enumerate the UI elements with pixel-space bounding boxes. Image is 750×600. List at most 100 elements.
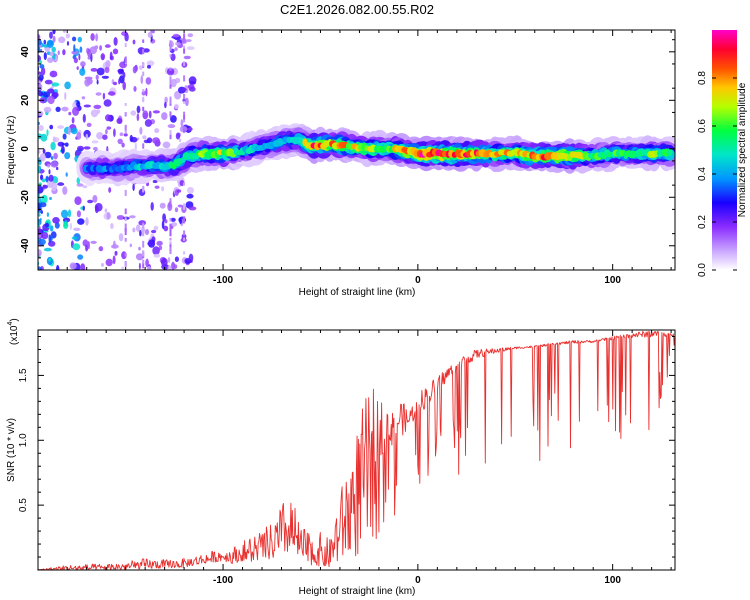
noise-speckle [87,199,94,204]
noise-streak [124,223,127,231]
noise-speckle [69,262,77,270]
noise-streak [169,77,172,85]
noise-speckle [101,262,104,267]
noise-speckle [41,194,48,204]
noise-speckle [186,39,192,43]
noise-speckle [38,182,42,187]
noise-speckle [188,253,194,263]
noise-speckle [79,68,86,76]
noise-streak [142,49,145,55]
noise-speckle [142,110,149,120]
noise-streak [169,247,172,255]
noise-speckle [38,39,42,46]
noise-streak [142,223,145,228]
noise-speckle [73,227,81,231]
y-tick-label: 40 [20,46,31,58]
snr-scale-exponent: 4 [7,322,14,326]
noise-speckle [67,126,71,136]
snr-panel: -100 0 100 0.5 1.0 1.5 Height of straight lin… [6,318,676,597]
x-tick-label: 100 [604,275,621,286]
noise-speckle [71,127,78,135]
noise-speckle [187,84,195,90]
noise-speckle [67,209,72,218]
noise-speckle [71,236,78,240]
noise-streak [142,63,145,67]
noise-speckle [186,46,195,50]
noise-speckle [170,53,176,61]
snr-scale-prefix: (x10 [9,325,20,345]
noise-speckle [46,212,50,217]
colorbar-tick-label: 0.6 [697,119,708,133]
noise-speckle [113,37,118,46]
noise-speckle [48,257,52,262]
noise-speckle [177,204,184,208]
noise-speckle [38,71,42,75]
noise-speckle [93,104,102,109]
noise-speckle [45,175,49,183]
noise-speckle [175,132,181,140]
noise-speckle [164,101,167,109]
noise-speckle [118,233,124,242]
noise-speckle [68,111,72,116]
noise-speckle [52,136,56,143]
noise-speckle [174,103,179,110]
noise-speckle [167,257,171,263]
noise-streak [183,111,186,115]
noise-speckle [51,82,60,87]
noise-streak [142,71,145,77]
noise-speckle [152,179,158,184]
noise-speckle [49,70,58,78]
y-tick-label: 1.5 [18,368,29,382]
noise-speckle [103,99,112,107]
noise-speckle [54,222,60,229]
noise-speckle [77,145,84,152]
noise-speckle [85,133,89,141]
noise-speckle [107,91,116,96]
noise-streak [169,130,172,135]
noise-speckle [77,254,84,260]
noise-speckle [38,125,44,131]
snr-scale-factor: (x104) [7,318,20,345]
noise-speckle [50,141,56,151]
noise-speckle [185,97,189,107]
noise-speckle [179,217,183,225]
noise-speckle [104,44,111,48]
noise-streak [169,74,172,79]
noise-streak [142,96,145,103]
noise-speckle [174,256,179,263]
noise-speckle [57,141,64,147]
noise-speckle [136,113,140,122]
noise-speckle [84,78,91,87]
noise-speckle [64,152,71,160]
noise-speckle [49,31,53,39]
noise-speckle [132,227,136,233]
noise-speckle [72,106,80,116]
noise-speckle [42,184,48,189]
noise-streak [142,233,145,237]
noise-streak [169,98,172,104]
noise-speckle [92,195,98,203]
noise-streak [142,89,145,93]
colorbar-tick-label: 0.0 [697,263,708,277]
noise-speckle [105,114,111,122]
noise-speckle [105,129,108,135]
noise-speckle [139,230,142,237]
y-tick-label: 0.5 [18,498,29,512]
noise-speckle [170,222,178,227]
noise-speckle [117,138,123,145]
noise-speckle [51,182,58,191]
noise-speckle [108,187,112,193]
noise-speckle [38,149,41,155]
noise-speckle [78,53,81,61]
noise-speckle [72,36,77,42]
noise-speckle [144,119,152,127]
noise-speckle [95,92,102,96]
noise-streak [169,41,172,47]
noise-speckle [163,225,169,232]
x-tick-label: 0 [415,275,421,286]
noise-speckle [43,52,47,61]
noise-speckle [161,112,168,121]
noise-speckle [43,39,47,45]
noise-speckle [72,243,81,251]
noise-speckle [102,134,108,140]
